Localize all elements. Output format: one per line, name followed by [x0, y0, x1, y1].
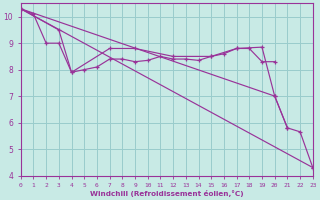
X-axis label: Windchill (Refroidissement éolien,°C): Windchill (Refroidissement éolien,°C) — [90, 190, 244, 197]
